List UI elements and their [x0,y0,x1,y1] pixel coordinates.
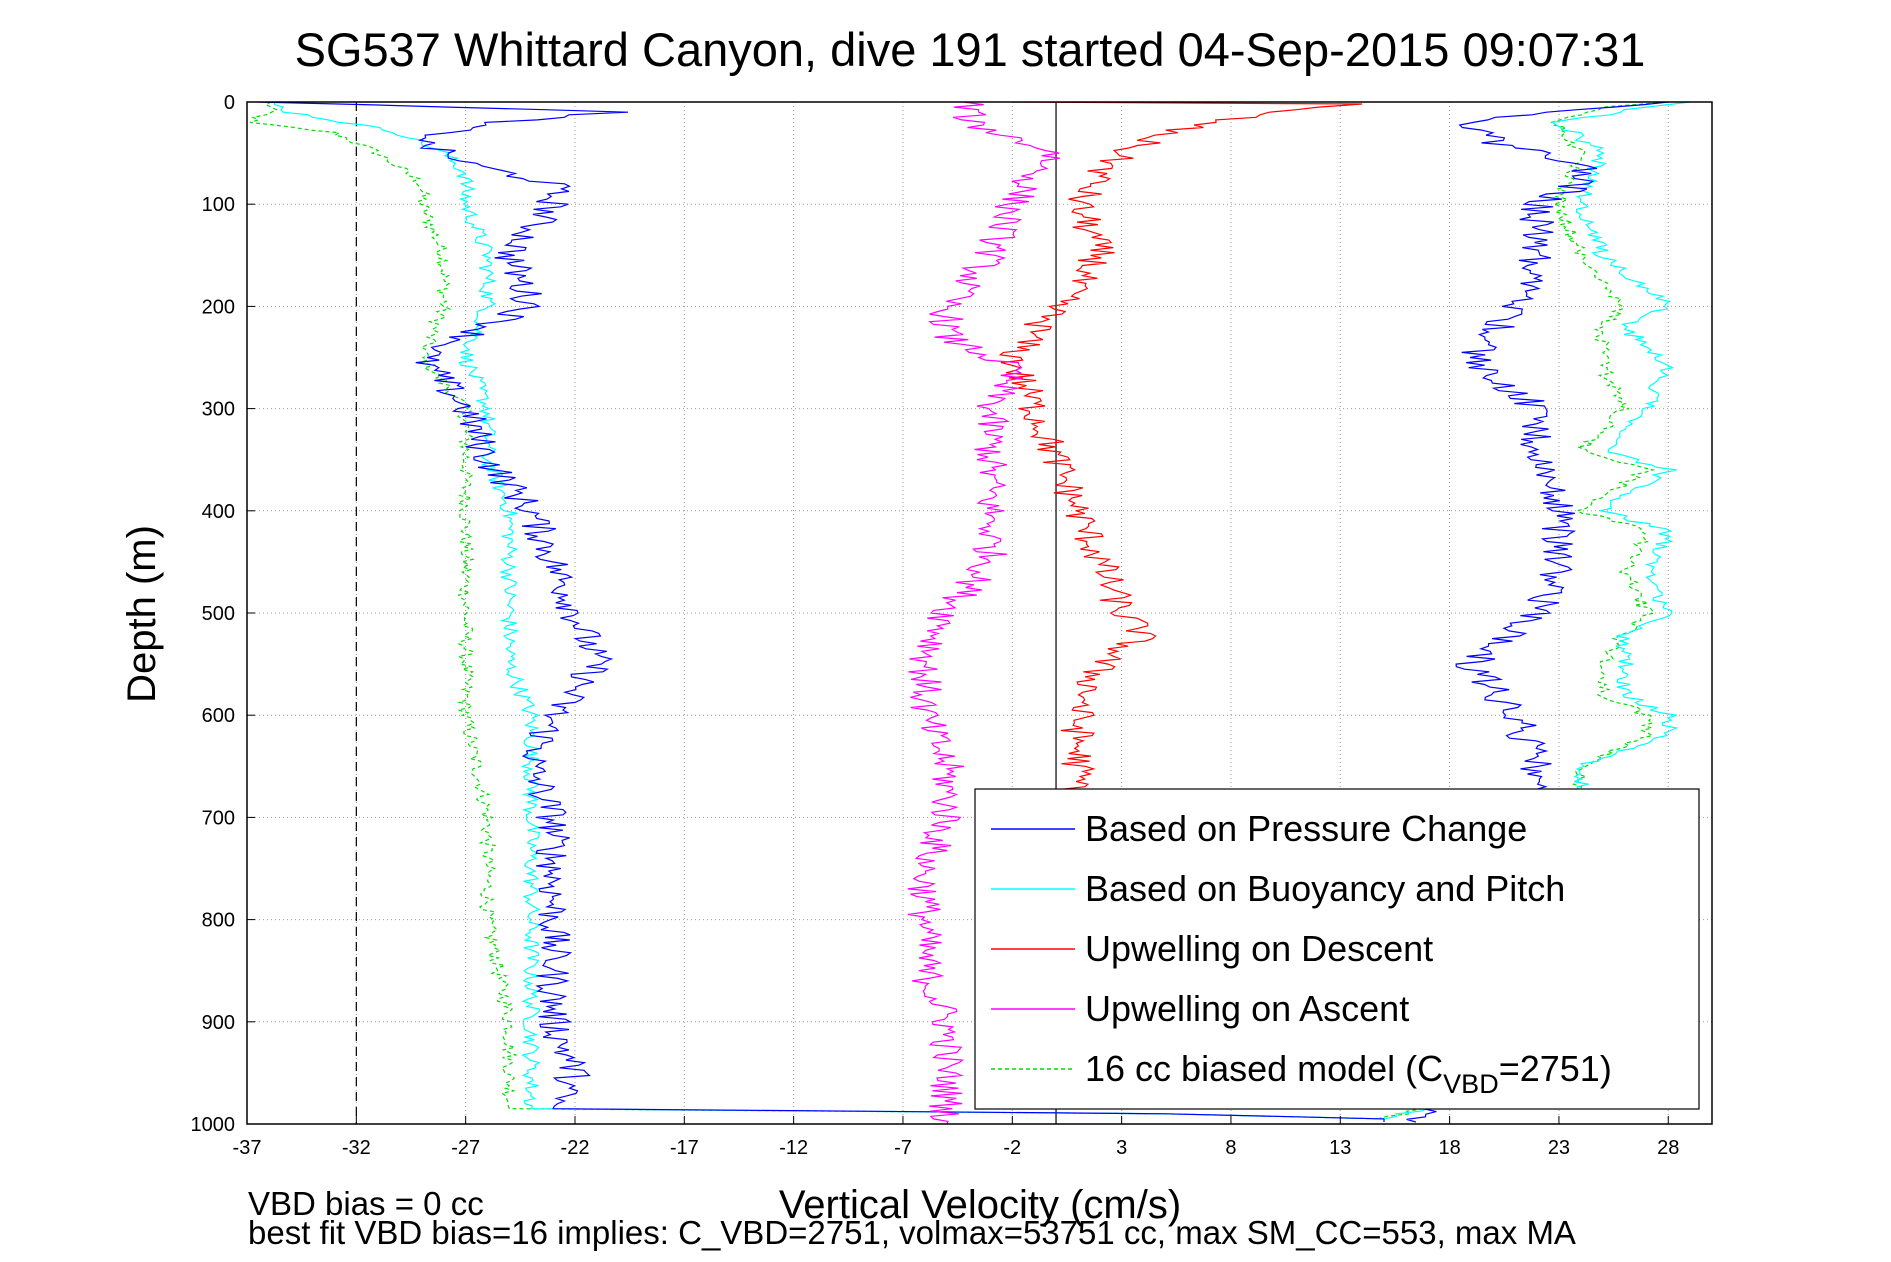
x-tick-label: -37 [233,1137,262,1159]
y-tick-label: 700 [202,807,235,829]
y-tick-label: 100 [202,194,235,216]
series-line-1 [273,102,1385,1120]
y-tick-label: 300 [202,399,235,421]
y-tick-label: 400 [202,501,235,523]
y-axis-label: Depth (m) [120,525,164,703]
legend-label: Based on Pressure Change [1085,808,1527,849]
chart-title: SG537 Whittard Canyon, dive 191 started … [295,23,1646,76]
vbd-bias-annotation: VBD bias = 0 cc [248,1185,484,1222]
legend-label: Upwelling on Ascent [1085,988,1409,1029]
x-axis-ticks: -37 -32 -27 -22 -17 -12 -7 -2 3 8 13 18 23 28 [233,1116,1679,1159]
x-tick-label: 23 [1548,1137,1570,1159]
series-line-2 [998,102,1363,818]
x-tick-label: 8 [1225,1137,1236,1159]
y-tick-label: 1000 [191,1114,236,1136]
x-tick-label: -27 [451,1137,480,1159]
y-tick-label: 200 [202,296,235,318]
x-tick-label: -2 [1003,1137,1021,1159]
best-fit-annotation: best fit VBD bias=16 implies: C_VBD=2751… [248,1214,1576,1251]
y-tick-label: 900 [202,1012,235,1034]
x-tick-label: -17 [670,1137,699,1159]
legend-label: Based on Buoyancy and Pitch [1085,868,1565,909]
x-tick-label: -7 [894,1137,912,1159]
y-tick-label: 800 [202,910,235,932]
y-tick-label: 500 [202,603,235,625]
legend-label: 16 cc biased model (CVBD=2751) [1085,1048,1612,1099]
series-line-4 [250,102,1385,1120]
x-tick-label: -12 [779,1137,808,1159]
y-tick-label: 0 [224,92,235,114]
series-line-4-ascent [1377,102,1669,1120]
x-tick-label: 28 [1657,1137,1679,1159]
x-tick-label: 3 [1116,1137,1127,1159]
x-axis-label: Vertical Velocity (cm/s) [779,1183,1181,1227]
x-tick-label: 13 [1329,1137,1351,1159]
y-tick-label: 600 [202,705,235,727]
x-tick-label: -22 [561,1137,590,1159]
x-tick-label: -32 [342,1137,371,1159]
legend: Based on Pressure Change Based on Buoyanc… [974,788,1700,1110]
series-line-3 [907,102,1060,1124]
legend-box [974,788,1700,1110]
x-tick-label: 18 [1438,1137,1460,1159]
legend-label: Upwelling on Descent [1085,928,1433,969]
y-axis-ticks: 0 100 200 300 400 500 600 700 800 900 1000 [191,92,255,1136]
series-line-0 [257,102,1385,1122]
